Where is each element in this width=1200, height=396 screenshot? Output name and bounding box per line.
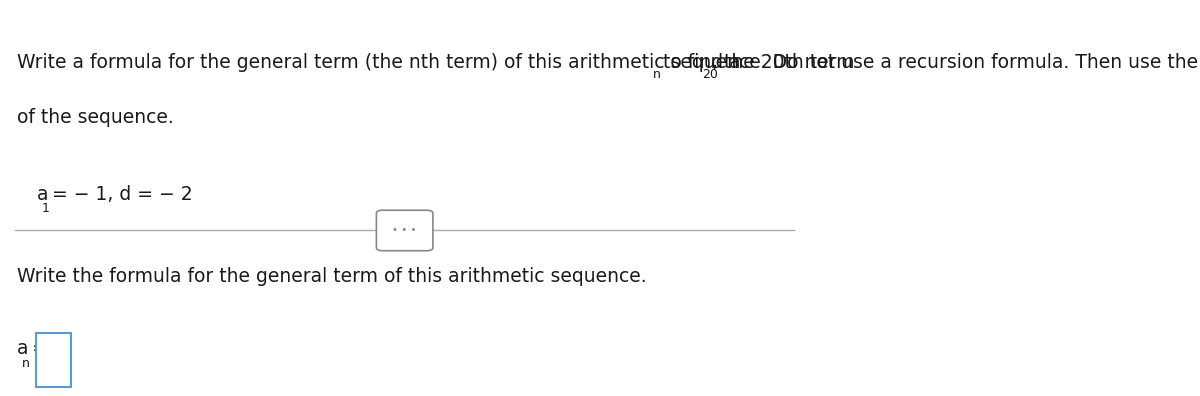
Text: Write a formula for the general term (the nth term) of this arithmetic sequence.: Write a formula for the general term (th… xyxy=(17,53,1200,72)
Text: n: n xyxy=(22,356,30,369)
FancyBboxPatch shape xyxy=(36,333,71,387)
Text: 1: 1 xyxy=(42,202,49,215)
Text: = − 1, d = − 2: = − 1, d = − 2 xyxy=(46,185,192,204)
FancyBboxPatch shape xyxy=(377,210,433,251)
Text: a: a xyxy=(17,339,29,358)
Text: 20: 20 xyxy=(702,68,719,81)
Text: • • •: • • • xyxy=(392,225,416,236)
Text: =: = xyxy=(26,339,48,358)
Text: to find a: to find a xyxy=(656,53,740,72)
Text: a: a xyxy=(37,185,49,204)
Text: of the sequence.: of the sequence. xyxy=(17,108,174,127)
Text: n: n xyxy=(653,68,661,81)
Text: Write the formula for the general term of this arithmetic sequence.: Write the formula for the general term o… xyxy=(17,267,647,286)
Text: , the 20th term: , the 20th term xyxy=(713,53,854,72)
